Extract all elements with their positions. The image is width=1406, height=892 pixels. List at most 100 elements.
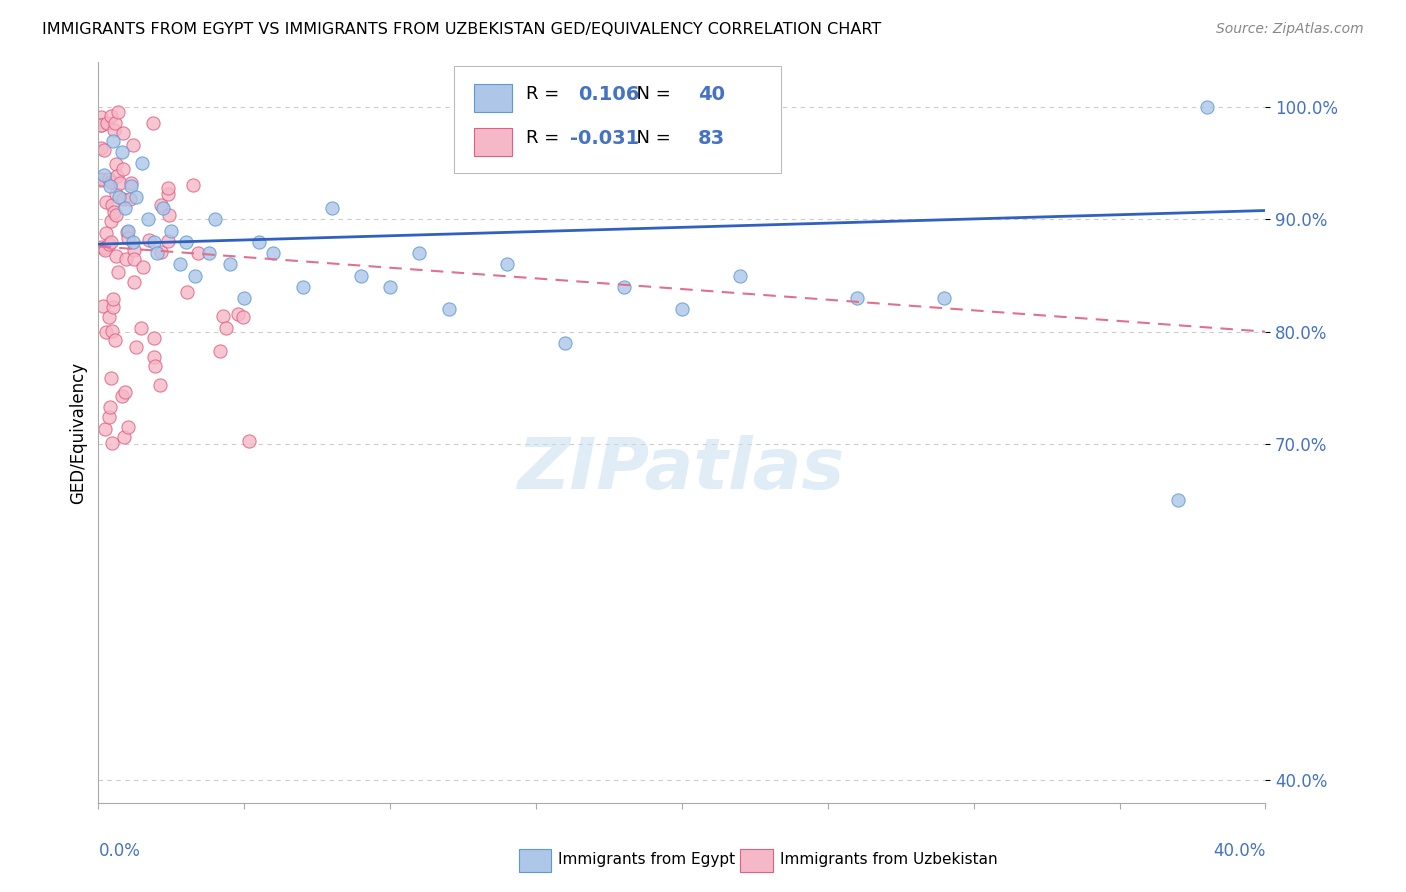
Point — [146, 246, 169, 260]
Text: IMMIGRANTS FROM EGYPT VS IMMIGRANTS FROM UZBEKISTAN GED/EQUIVALENCY CORRELATION : IMMIGRANTS FROM EGYPT VS IMMIGRANTS FROM… — [42, 22, 882, 37]
Point — [90, 110, 112, 124]
Point — [142, 351, 165, 365]
Point — [121, 137, 143, 152]
Point — [183, 268, 205, 283]
Point — [233, 291, 256, 305]
Point — [204, 212, 226, 227]
Point — [730, 268, 752, 283]
Point — [90, 173, 112, 187]
Point — [117, 231, 139, 245]
Point — [103, 204, 125, 219]
Point — [111, 161, 134, 176]
Point — [142, 116, 165, 130]
Text: ZIPatlas: ZIPatlas — [519, 435, 845, 504]
Point — [93, 168, 115, 182]
Point — [114, 385, 136, 400]
Point — [90, 118, 112, 132]
Point — [108, 190, 131, 204]
Point — [247, 235, 270, 249]
Point — [157, 234, 180, 248]
Point — [122, 243, 145, 257]
Point — [94, 326, 117, 340]
Text: R =: R = — [526, 85, 565, 103]
Point — [232, 310, 254, 324]
Point — [101, 300, 124, 314]
Point — [98, 178, 121, 193]
Point — [90, 240, 112, 254]
Point — [114, 201, 136, 215]
Point — [101, 435, 124, 450]
Point — [129, 321, 152, 335]
Point — [321, 201, 343, 215]
Point — [118, 192, 141, 206]
Point — [93, 143, 115, 157]
Point — [160, 224, 183, 238]
Text: Immigrants from Egypt: Immigrants from Egypt — [558, 853, 735, 867]
Point — [187, 246, 209, 260]
Point — [105, 169, 128, 184]
Point — [98, 400, 121, 414]
Point — [97, 171, 120, 186]
Point — [100, 235, 122, 249]
Point — [120, 176, 142, 190]
Point — [226, 307, 249, 321]
Point — [117, 224, 139, 238]
Point — [169, 257, 191, 271]
Text: Source: ZipAtlas.com: Source: ZipAtlas.com — [1216, 22, 1364, 37]
Point — [101, 197, 124, 211]
Point — [437, 302, 460, 317]
Point — [143, 331, 166, 345]
Point — [98, 237, 121, 252]
Point — [198, 246, 221, 260]
Point — [100, 175, 122, 189]
FancyBboxPatch shape — [474, 84, 512, 112]
Point — [1195, 100, 1218, 114]
Point — [101, 292, 124, 306]
Point — [94, 226, 117, 240]
Point — [350, 268, 373, 283]
Text: 0.106: 0.106 — [578, 85, 640, 103]
Point — [149, 198, 172, 212]
Point — [218, 257, 240, 271]
Y-axis label: GED/Equivalency: GED/Equivalency — [69, 361, 87, 504]
Point — [291, 280, 314, 294]
Point — [98, 310, 121, 324]
Text: -0.031: -0.031 — [569, 128, 640, 147]
Point — [554, 335, 576, 350]
Point — [93, 243, 115, 257]
Point — [94, 422, 117, 436]
Point — [136, 212, 159, 227]
Point — [100, 109, 122, 123]
Point — [238, 434, 260, 449]
Point — [157, 209, 180, 223]
Point — [101, 324, 124, 338]
Point — [101, 134, 124, 148]
FancyBboxPatch shape — [741, 849, 773, 871]
Point — [131, 156, 153, 170]
Point — [408, 246, 430, 260]
Point — [142, 235, 165, 249]
Text: 40: 40 — [699, 85, 725, 103]
Point — [262, 246, 284, 260]
Point — [152, 201, 174, 215]
Point — [496, 257, 519, 271]
Point — [176, 285, 198, 299]
Point — [107, 105, 129, 120]
Point — [120, 178, 142, 193]
Text: Immigrants from Uzbekistan: Immigrants from Uzbekistan — [780, 853, 998, 867]
Point — [93, 241, 115, 255]
Point — [208, 343, 231, 358]
Point — [90, 118, 112, 132]
Point — [108, 176, 131, 190]
Point — [934, 291, 956, 305]
Point — [90, 141, 112, 155]
Point — [96, 116, 118, 130]
Point — [104, 333, 127, 347]
Point — [96, 194, 118, 209]
Text: R =: R = — [526, 129, 565, 147]
Point — [122, 276, 145, 290]
Point — [125, 340, 148, 354]
Point — [212, 310, 235, 324]
Point — [846, 291, 869, 305]
Point — [105, 157, 128, 171]
